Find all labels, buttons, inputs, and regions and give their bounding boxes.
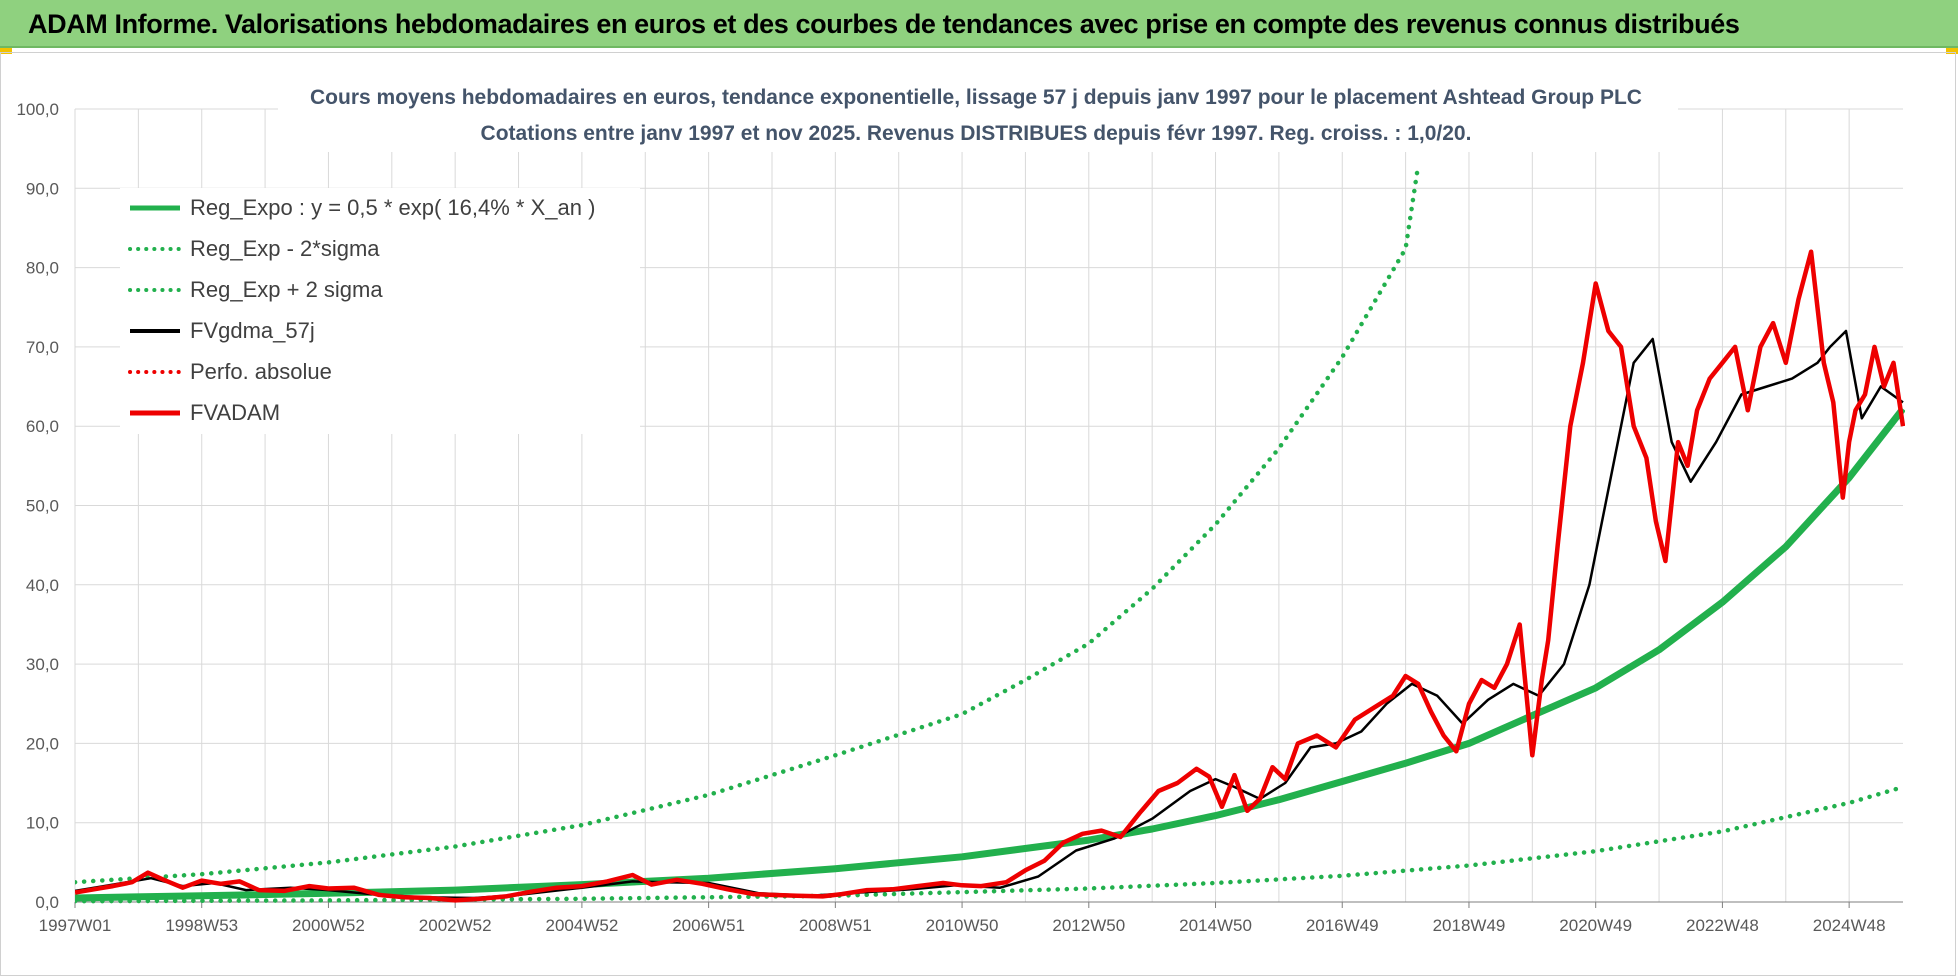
legend-label: FVADAM xyxy=(190,400,280,425)
series-lines xyxy=(75,162,1905,904)
y-tick-label: 60,0 xyxy=(26,417,59,436)
x-tick-label: 2016W49 xyxy=(1306,916,1379,935)
x-tick-label: 2010W50 xyxy=(926,916,999,935)
axis-ticks: 0,0 10,0 20,0 30,0 40,0 50,0 60,0 70,0 80,0 90,0 1… xyxy=(16,100,1885,935)
x-tick-label: 2022W48 xyxy=(1686,916,1759,935)
series-line-2 xyxy=(75,162,1421,885)
y-tick-label: 20,0 xyxy=(26,734,59,753)
legend-label: Reg_Exp + 2 sigma xyxy=(190,277,383,302)
series-line-1 xyxy=(75,784,1905,904)
y-tick-label: 70,0 xyxy=(26,338,59,357)
y-tick-label: 30,0 xyxy=(26,655,59,674)
x-tick-label: 2002W52 xyxy=(419,916,492,935)
y-tick-label: 100,0 xyxy=(16,100,59,119)
series-line-0 xyxy=(75,406,1905,902)
y-tick-label: 90,0 xyxy=(26,179,59,198)
page-title: ADAM Informe. Valorisations hebdomadaire… xyxy=(28,9,1740,39)
x-tick-label: 2000W52 xyxy=(292,916,365,935)
legend: Reg_Expo : y = 0,5 * exp( 16,4% * X_an )… xyxy=(128,195,595,425)
legend-background xyxy=(120,188,640,434)
x-tick-label: 2018W49 xyxy=(1433,916,1506,935)
chart-title-line2: Cotations entre janv 1997 et nov 2025. R… xyxy=(481,122,1472,145)
chart-title-background xyxy=(278,76,1678,152)
y-tick-label: 10,0 xyxy=(26,814,59,833)
x-tick-label: 2020W49 xyxy=(1559,916,1632,935)
series-line-5 xyxy=(75,249,1905,903)
legend-label: Perfo. absolue xyxy=(190,359,332,384)
x-tick-label: 2008W51 xyxy=(799,916,872,935)
x-tick-label: 2024W48 xyxy=(1813,916,1886,935)
y-tick-label: 0,0 xyxy=(35,893,59,912)
x-tick-label: 2014W50 xyxy=(1179,916,1252,935)
x-tick-label: 2006W51 xyxy=(672,916,745,935)
x-tick-label: 1997W01 xyxy=(39,916,112,935)
chart-frame xyxy=(0,52,1956,976)
x-tick-label: 2012W50 xyxy=(1052,916,1125,935)
corner-marker-right xyxy=(1946,48,1958,54)
corner-marker-left xyxy=(0,48,12,54)
y-tick-label: 50,0 xyxy=(26,497,59,516)
y-tick-label: 80,0 xyxy=(26,259,59,278)
chart-title-line1: Cours moyens hebdomadaires en euros, ten… xyxy=(310,86,1642,109)
legend-label: Reg_Exp - 2*sigma xyxy=(190,236,380,261)
x-tick-label: 2004W52 xyxy=(546,916,619,935)
legend-label: Reg_Expo : y = 0,5 * exp( 16,4% * X_an ) xyxy=(190,195,595,220)
y-tick-label: 40,0 xyxy=(26,576,59,595)
legend-label: FVgdma_57j xyxy=(190,318,315,343)
header-banner: ADAM Informe. Valorisations hebdomadaire… xyxy=(0,0,1958,48)
x-tick-label: 1998W53 xyxy=(165,916,238,935)
